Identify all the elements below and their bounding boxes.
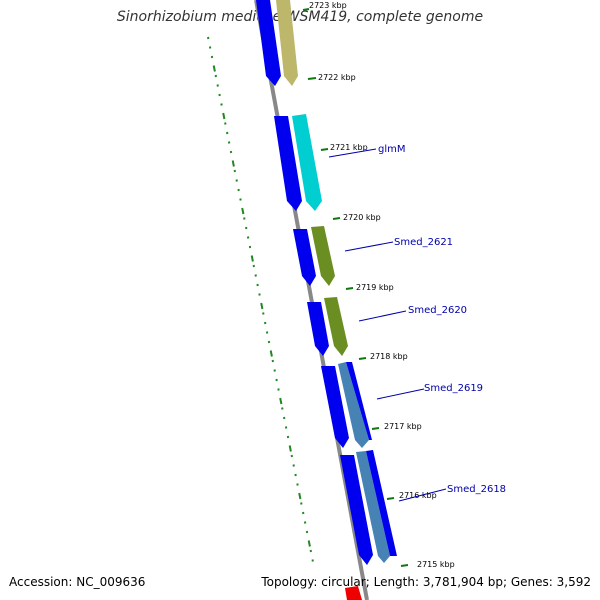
tick-label: 2716 kbp <box>399 491 437 500</box>
leader-smed-2619 <box>376 388 425 400</box>
leader-glmM <box>328 148 377 158</box>
gene-label-smed-2618[interactable]: Smed_2618 <box>447 484 506 495</box>
tick-label: 2720 kbp <box>343 213 381 222</box>
genome-backbone <box>254 0 369 600</box>
tick-mark <box>400 564 409 567</box>
gc-skew-dash <box>231 160 235 167</box>
leader-smed-2618 <box>398 488 447 502</box>
genes-value: 3,592 <box>556 575 591 589</box>
cds-arrow[interactable] <box>256 0 281 86</box>
tick-label: 2722 kbp <box>318 73 356 82</box>
feature-arrow-red[interactable] <box>345 586 362 600</box>
tick-mark <box>386 497 395 500</box>
gc-skew-dash <box>260 302 264 310</box>
accession-label: Accession: <box>9 575 73 589</box>
gc-skew-dash <box>212 65 216 72</box>
map-title: Sinorhizobium medicae WSM419, complete g… <box>116 9 484 25</box>
cds-arrow[interactable] <box>340 455 373 565</box>
tick-label: 2719 kbp <box>356 283 394 292</box>
feature-arrow-cyan[interactable] <box>292 114 322 211</box>
gene-label-smed-2620[interactable]: Smed_2620 <box>408 305 467 316</box>
topology-label: Topology: <box>261 575 318 589</box>
feature-arrow-steel[interactable] <box>338 362 369 448</box>
feature-arrow-steel-2[interactable] <box>356 451 390 563</box>
tick-label: 2717 kbp <box>384 422 422 431</box>
gc-skew-dash <box>269 350 273 357</box>
gc-skew-track <box>207 36 314 562</box>
tick-mark <box>332 217 341 220</box>
gc-skew-dash <box>288 445 292 452</box>
tick-label: 2715 kbp <box>417 560 455 569</box>
feature-arrow-tan[interactable] <box>276 0 298 86</box>
tick-mark <box>345 287 354 290</box>
gc-skew-dash <box>241 207 245 215</box>
genome-summary: Topology: circular; Length: 3,781,904 bp… <box>261 575 591 589</box>
gc-skew-dash <box>279 397 283 405</box>
accession-value: NC_009636 <box>76 575 146 589</box>
tick-mark <box>358 357 367 360</box>
cds-arrow[interactable] <box>321 366 349 448</box>
gene-labels: glmM Smed_2621 Smed_2620 Smed_2619 Smed_… <box>378 144 506 495</box>
gc-skew-dash <box>250 255 254 262</box>
feature-arrow-blue-outer[interactable] <box>346 362 372 440</box>
tick-label: 2721 kbp <box>330 143 368 152</box>
scale-ticks <box>302 8 409 567</box>
leader-smed-2621 <box>344 241 394 252</box>
gc-skew-dash <box>307 540 311 547</box>
cds-arrow[interactable] <box>293 229 316 286</box>
gene-label-smed-2621[interactable]: Smed_2621 <box>394 237 453 248</box>
genes-label: Genes: <box>510 575 553 589</box>
tick-label: 2723 kbp <box>309 1 347 10</box>
length-label: Length: <box>373 575 420 589</box>
feature-arrow-olive-2[interactable] <box>324 297 348 356</box>
gene-label-smed-2619[interactable]: Smed_2619 <box>424 383 483 394</box>
tick-mark <box>302 8 310 11</box>
feature-arrow-olive[interactable] <box>311 226 335 286</box>
label-leaders <box>328 148 447 502</box>
feature-arrow-blue-outer-2[interactable] <box>366 450 397 556</box>
cds-arrow[interactable] <box>274 116 302 211</box>
leader-smed-2620 <box>358 310 407 322</box>
topology-value: circular <box>321 575 366 589</box>
tick-mark <box>371 427 380 430</box>
gc-skew-dash <box>222 112 226 120</box>
length-value: 3,781,904 bp <box>422 575 503 589</box>
cds-track <box>256 0 373 565</box>
feature-track <box>276 0 397 600</box>
gene-label-glmM[interactable]: glmM <box>378 144 406 155</box>
tick-mark <box>320 148 329 151</box>
tick-mark <box>307 77 317 80</box>
tick-label: 2718 kbp <box>370 352 408 361</box>
accession-info: Accession: NC_009636 <box>9 575 145 589</box>
gc-skew-dash <box>298 492 302 500</box>
cds-arrow[interactable] <box>307 302 329 356</box>
tick-labels: 2723 kbp 2722 kbp 2721 kbp 2720 kbp 2719… <box>309 1 455 569</box>
